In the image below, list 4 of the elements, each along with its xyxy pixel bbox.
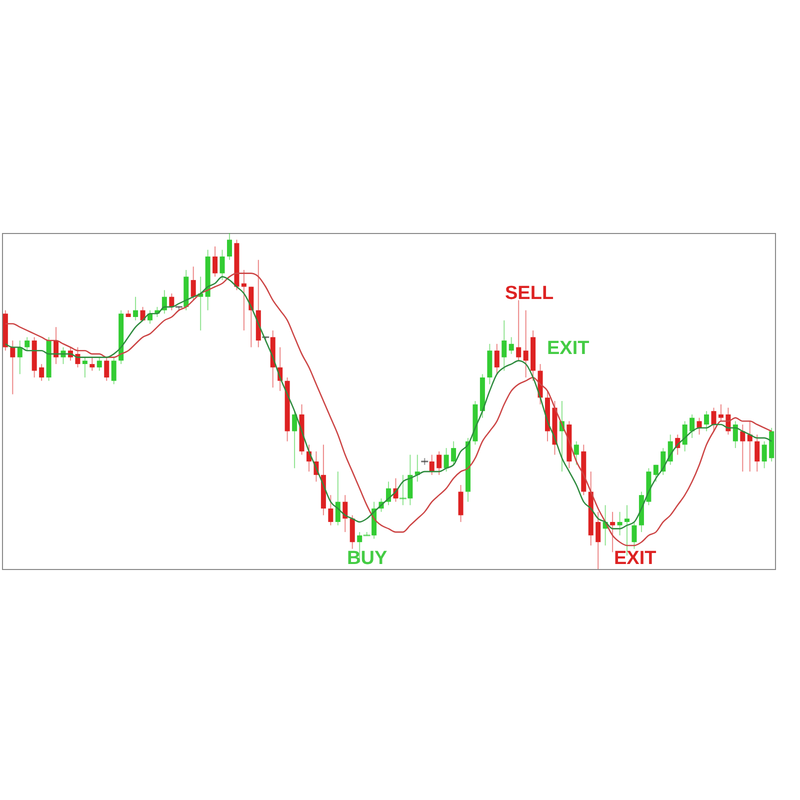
annotation: BUY	[347, 548, 388, 569]
annotation: EXIT	[547, 338, 590, 359]
annotation: EXIT	[614, 548, 657, 569]
annotation: SELL	[505, 283, 554, 304]
